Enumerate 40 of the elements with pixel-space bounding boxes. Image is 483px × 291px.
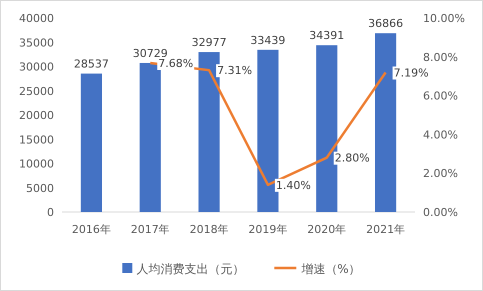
bar [257, 50, 279, 212]
data-label: 33439 [250, 34, 286, 47]
legend-label: 增速（%） [300, 262, 361, 276]
x-tick-label: 2018年 [190, 223, 229, 236]
y2-tick-label: 10.00% [423, 12, 465, 25]
y-tick-label: 20000 [19, 109, 54, 122]
y2-tick-label: 6.00% [423, 90, 458, 103]
legend-label: 人均消费支出（元） [136, 262, 244, 276]
y-tick-label: 10000 [19, 158, 54, 170]
y-tick-label: 30000 [19, 60, 54, 74]
data-label: 36866 [368, 17, 404, 30]
x-tick-label: 2016年 [72, 223, 111, 236]
data-label: 1.40% [276, 178, 311, 192]
bar [198, 52, 220, 212]
y2-tick-label: 0.00% [423, 206, 458, 219]
y-tick-label: 35000 [19, 36, 54, 50]
data-label: 28537 [74, 58, 109, 71]
data-label: 7.19% [394, 66, 429, 80]
data-label: 7.31% [217, 64, 252, 78]
y-tick-label: 0 [47, 206, 54, 219]
y-tick-label: 25000 [19, 84, 54, 98]
y2-tick-label: 2.00% [423, 167, 458, 180]
x-tick-label: 2021年 [366, 223, 406, 236]
data-label: 34391 [309, 29, 344, 42]
bar [316, 45, 338, 212]
y-tick-label: 5000 [26, 182, 54, 195]
data-label: 30729 [132, 46, 168, 60]
bar [80, 74, 102, 212]
bar [374, 33, 396, 212]
y2-tick-label: 8.00% [423, 50, 458, 64]
bar [140, 62, 161, 212]
x-tick-label: 2019年 [248, 223, 288, 236]
data-label: 32977 [192, 36, 227, 50]
data-label: 2.80% [334, 152, 370, 165]
y2-tick-label: 4.00% [423, 128, 458, 142]
y-tick-label: 40000 [19, 12, 54, 25]
data-label: 7.68% [158, 57, 194, 70]
x-tick-label: 2020年 [307, 223, 346, 236]
x-tick-label: 2017年 [130, 223, 170, 236]
y-tick-label: 15000 [19, 133, 54, 146]
